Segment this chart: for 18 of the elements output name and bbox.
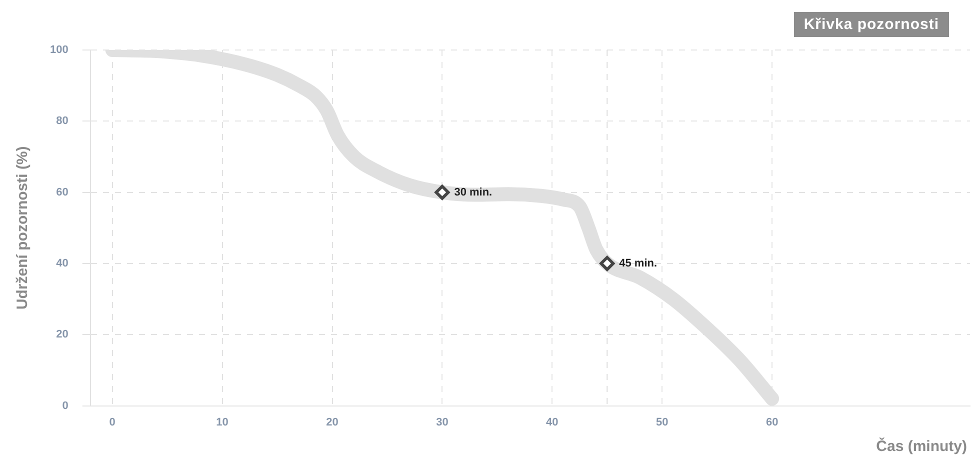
x-tick-label: 30 <box>436 416 448 428</box>
chart-title: Křivka pozornosti <box>794 12 949 37</box>
annotation: 30 min. <box>454 186 492 198</box>
y-tick-label: 80 <box>56 115 68 128</box>
y-tick-label: 40 <box>56 258 68 270</box>
y-tick-label: 20 <box>56 328 68 341</box>
x-tick-label: 60 <box>766 416 778 428</box>
x-tick-label: 40 <box>546 416 558 428</box>
y-tick-label: 100 <box>50 44 68 56</box>
annotation: 45 min. <box>619 258 658 270</box>
x-tick-label: 0 <box>109 416 116 428</box>
y-axis-title: Udržení pozornosti (%) <box>14 146 32 310</box>
y-tick-label: 60 <box>56 186 68 198</box>
x-tick-label: 20 <box>326 416 338 428</box>
x-axis-title: Čas (minuty) <box>876 438 967 455</box>
x-tick-label: 10 <box>216 416 228 428</box>
y-tick-label: 0 <box>62 400 68 412</box>
x-tick-label: 50 <box>656 416 668 428</box>
